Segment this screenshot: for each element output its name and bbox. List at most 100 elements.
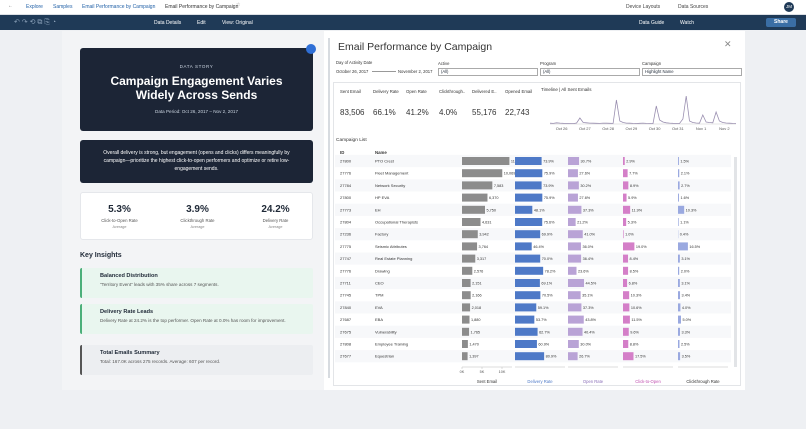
- campaign-id: 27804: [340, 220, 352, 225]
- campaign-id: 27747: [340, 256, 352, 261]
- data-details[interactable]: Data Details: [154, 20, 182, 26]
- campaign-id: 27808: [340, 342, 352, 347]
- filter-label: Campaign: [642, 61, 662, 66]
- value-label: 5.9%: [628, 196, 637, 200]
- measure-bar: [623, 230, 624, 239]
- value-label: 1,470: [469, 343, 479, 347]
- filter-dropdown[interactable]: (All): [540, 68, 640, 76]
- value-label: 8.8%: [630, 343, 639, 347]
- data-sources[interactable]: Data Sources: [678, 4, 709, 10]
- value-label: 30.2%: [580, 184, 591, 188]
- insight: Delivery Rate Leads Delivery Rate at 24.2…: [80, 304, 313, 334]
- tick-label: 0K: [460, 370, 465, 374]
- kpi: 5.3% Click-to-Open Rate Average: [81, 204, 158, 229]
- measure-bar: [462, 157, 510, 165]
- measure-bar: [623, 352, 634, 361]
- list-title: Campaign List: [336, 137, 367, 143]
- timeline-title: Timeline | All Sent Emails: [541, 87, 592, 92]
- story-hero: DATA STORY Campaign Engagement Varies Wi…: [80, 48, 313, 131]
- measure-bar: [515, 340, 537, 348]
- kpi-label: Delivered E..: [472, 89, 497, 94]
- value-label: 46.4%: [533, 245, 544, 249]
- measure-bar: [623, 218, 627, 226]
- kpi-value: 55,176: [472, 108, 497, 117]
- refresh-button[interactable]: [306, 44, 316, 54]
- measure-bar: [568, 352, 578, 361]
- kpi-value: 24.2%: [261, 204, 290, 215]
- timeline-x-label: Oct 28: [602, 126, 615, 131]
- campaign-name: TPM: [375, 293, 383, 298]
- kpi-sub: Average: [112, 225, 127, 229]
- avatar[interactable]: JM: [784, 2, 794, 12]
- measure-bar: [678, 218, 679, 226]
- measure-bar: [678, 169, 680, 178]
- device-layouts[interactable]: Device Layouts: [626, 4, 661, 10]
- insight-title: Balanced Distribution: [100, 273, 158, 279]
- watch[interactable]: Watch: [680, 20, 694, 26]
- campaign-id: 27687: [340, 317, 352, 322]
- campaign-id: 27776: [340, 171, 352, 176]
- filter-value[interactable]: November 2, 2017: [398, 69, 433, 74]
- value-label: 10.6%: [631, 306, 642, 310]
- back-icon[interactable]: ←: [8, 3, 13, 9]
- row-band: [335, 203, 731, 216]
- kpi-value: 5.3%: [108, 204, 131, 215]
- story-summary: Overall delivery is strong, but engageme…: [80, 140, 313, 183]
- value-label: 70.0%: [542, 257, 553, 261]
- value-label: 27.6%: [579, 172, 590, 176]
- value-label: 1,397: [469, 355, 479, 359]
- value-label: 53.7%: [536, 318, 547, 322]
- value-label: 2,576: [474, 269, 484, 273]
- value-label: 2,151: [472, 282, 482, 286]
- close-button[interactable]: ✕: [724, 39, 732, 49]
- filter-search[interactable]: Highlight Name: [642, 68, 742, 76]
- value-label: 16.5%: [689, 245, 700, 249]
- measure-bar: [678, 181, 680, 190]
- kpi-value: 41.2%: [406, 108, 429, 117]
- value-label: 10,069: [504, 172, 516, 176]
- favorite-icon[interactable]: ☆: [236, 2, 241, 8]
- toolbar-icons[interactable]: ↶ ↷ ⟲ ⧉ ⎘ ◔: [14, 19, 57, 26]
- filter-dropdown[interactable]: (All): [438, 68, 538, 76]
- scrollbar[interactable]: [328, 38, 330, 378]
- column-header: Name: [375, 150, 387, 155]
- campaign-name: EH: [375, 207, 381, 212]
- date-slider[interactable]: [372, 71, 396, 72]
- campaign-name: Drawing: [375, 268, 390, 273]
- measure-bar: [568, 340, 579, 348]
- filter-value[interactable]: October 26, 2017: [336, 69, 369, 74]
- view-original[interactable]: View: Original: [222, 20, 253, 26]
- share[interactable]: Share: [766, 18, 796, 27]
- measure-bar: [515, 230, 541, 239]
- campaign-name: CEO: [375, 281, 384, 286]
- list-scrollbar[interactable]: [734, 157, 737, 367]
- measure-bar: [568, 181, 579, 190]
- data-guide[interactable]: Data Guide: [639, 20, 665, 26]
- value-label: 2.0%: [681, 269, 690, 273]
- breadcrumb[interactable]: Explore: [26, 4, 43, 10]
- value-label: 1.6%: [680, 196, 689, 200]
- insight-title: Total Emails Summary: [100, 350, 160, 356]
- measure-bar: [623, 181, 629, 190]
- value-label: 19.0%: [636, 245, 647, 249]
- story-kicker: DATA STORY: [179, 64, 214, 69]
- kpi-label: Clickthrough..: [439, 89, 466, 94]
- campaign-name: EBA: [375, 317, 383, 322]
- measure-bar: [623, 193, 627, 202]
- insight-body: “Territory Event” leads with 35% share a…: [100, 282, 219, 287]
- value-label: 10.3%: [631, 294, 642, 298]
- tick-label: 10K: [499, 370, 506, 374]
- value-label: 3.4%: [682, 294, 691, 298]
- campaign-id: 27745: [340, 293, 352, 298]
- measure-bar: [462, 242, 478, 251]
- value-label: 23.6%: [578, 269, 589, 273]
- kpi-label: Delivery Rate: [373, 89, 399, 94]
- top-bar: ← Explore Samples Email Performance by C…: [0, 0, 806, 15]
- breadcrumb[interactable]: Email Performance by Campaign: [82, 4, 156, 10]
- value-label: 4.0%: [682, 306, 691, 310]
- value-label: 7,583: [494, 184, 504, 188]
- breadcrumb[interactable]: Samples: [53, 4, 73, 10]
- insight-body: Delivery Rate at 24.2% is the top perfor…: [100, 318, 286, 323]
- edit[interactable]: Edit: [197, 20, 206, 26]
- value-label: 75.6%: [544, 221, 555, 225]
